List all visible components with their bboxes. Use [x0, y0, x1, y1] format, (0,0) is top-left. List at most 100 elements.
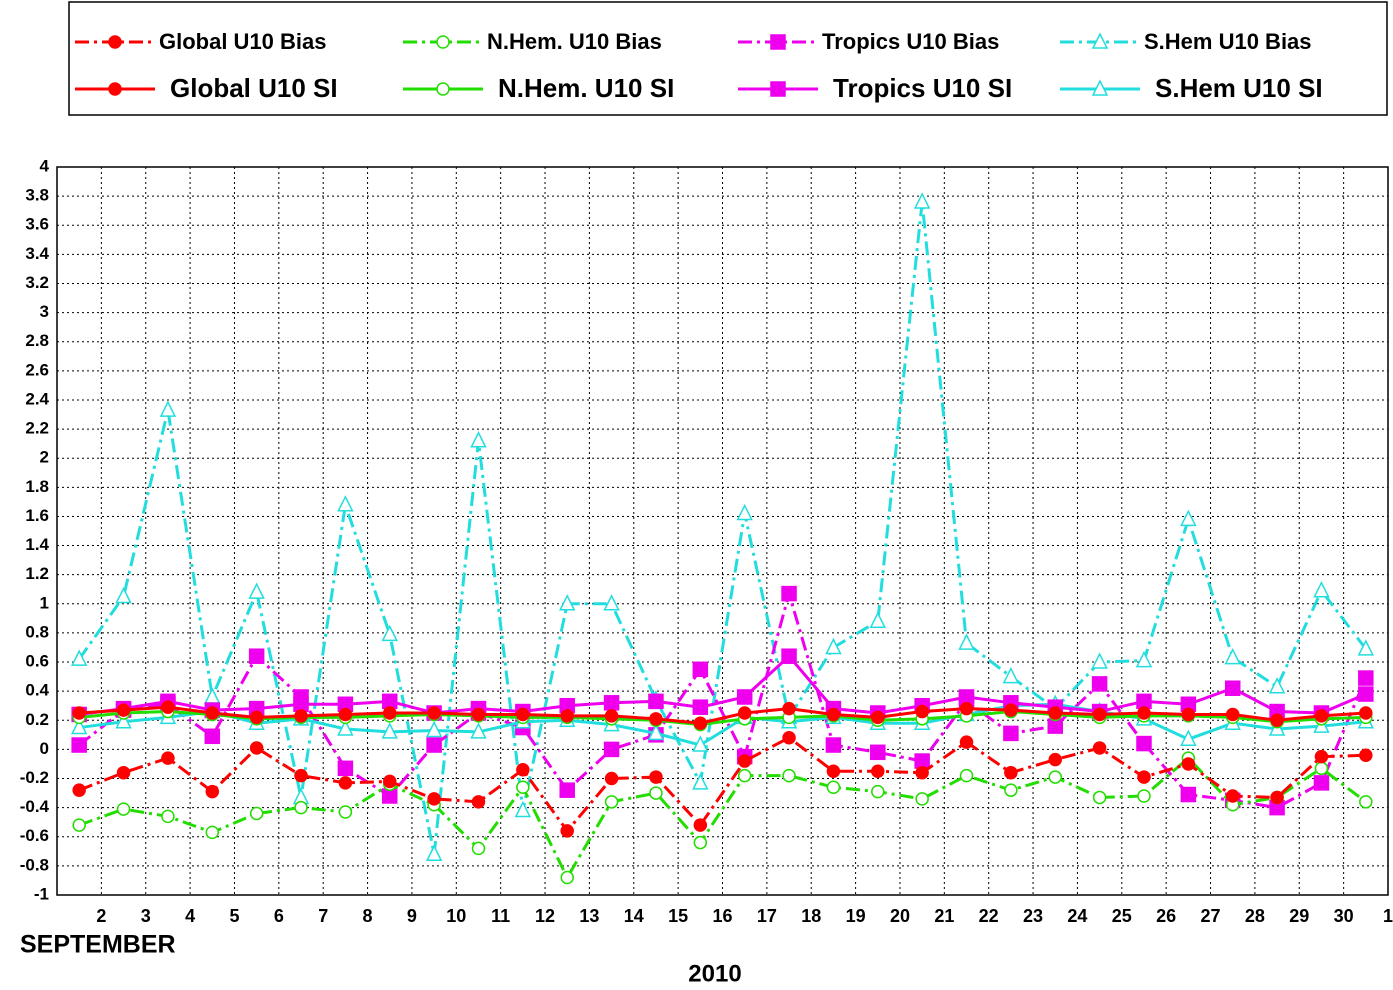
x-tick-label: 19 [846, 906, 866, 926]
marker [1003, 725, 1019, 742]
marker [1225, 789, 1240, 803]
marker [338, 707, 353, 722]
marker [116, 802, 131, 816]
marker [426, 737, 442, 753]
legend-marker [770, 34, 786, 50]
marker [249, 710, 264, 725]
x-tick-label: 13 [579, 906, 599, 926]
marker [337, 495, 354, 512]
marker [825, 637, 842, 655]
marker [959, 768, 974, 783]
marker [1137, 706, 1151, 720]
marker [161, 700, 175, 714]
legend-marker [1091, 32, 1109, 49]
marker [869, 611, 886, 629]
marker [1048, 706, 1062, 720]
marker [70, 649, 88, 666]
legend-label: N.Hem. U10 SI [498, 73, 674, 103]
y-tick-label: 2 [40, 448, 49, 467]
legend-label: S.Hem U10 Bias [1144, 29, 1312, 54]
marker [1092, 741, 1107, 755]
line [79, 705, 1366, 725]
marker [1136, 735, 1152, 752]
x-axis-sublabel: 2010 [688, 960, 741, 987]
y-tick-label: 2.6 [25, 360, 49, 379]
marker [1314, 749, 1329, 764]
marker [427, 706, 441, 720]
marker [1135, 650, 1153, 668]
marker [470, 431, 487, 448]
y-tick-label: 0.6 [25, 652, 49, 671]
marker [338, 805, 353, 819]
marker [693, 818, 708, 832]
x-tick-label: 18 [801, 906, 821, 926]
y-tick-label: 1 [40, 593, 49, 612]
y-tick-label: 2.8 [25, 331, 49, 350]
y-tick-label: 0.4 [25, 681, 49, 700]
marker [1313, 775, 1330, 791]
marker [825, 737, 842, 753]
legend-label: N.Hem. U10 Bias [487, 29, 662, 54]
marker [249, 806, 264, 821]
series-line [72, 700, 1373, 730]
marker [1180, 509, 1197, 527]
marker [1359, 795, 1373, 809]
x-tick-label: 27 [1201, 906, 1221, 926]
marker [471, 841, 486, 856]
marker [958, 633, 975, 650]
y-tick-label: 0 [40, 739, 49, 758]
x-tick-label: 7 [318, 906, 328, 926]
y-tick-label: 3.8 [25, 186, 49, 205]
marker [913, 192, 931, 209]
marker [1048, 770, 1062, 784]
line [78, 756, 1367, 881]
x-tick-label: 16 [712, 906, 732, 926]
marker [871, 764, 885, 778]
marker [161, 751, 175, 765]
x-tick-label: 24 [1067, 906, 1087, 926]
marker [1091, 676, 1108, 692]
marker [1224, 647, 1241, 665]
marker [647, 723, 665, 741]
marker [1002, 666, 1020, 684]
marker [1181, 707, 1196, 722]
line [78, 735, 1366, 834]
x-tick-label: 3 [141, 906, 151, 926]
marker [692, 735, 709, 752]
marker [204, 728, 221, 745]
marker [72, 818, 86, 832]
legend-marker [436, 82, 450, 96]
marker [1270, 713, 1284, 728]
marker [205, 706, 220, 720]
marker [826, 780, 841, 795]
x-tick-label: 12 [535, 906, 555, 926]
marker [782, 768, 796, 783]
marker [1137, 770, 1151, 784]
marker [692, 773, 709, 790]
marker [1270, 790, 1284, 805]
marker [1137, 789, 1151, 803]
marker [248, 582, 265, 599]
marker [603, 741, 620, 758]
marker [1048, 752, 1062, 767]
legend-label: Global U10 Bias [159, 29, 327, 54]
marker [915, 792, 929, 806]
x-axis-label: SEPTEMBER [20, 931, 176, 959]
y-tick-label: 0.2 [25, 710, 49, 729]
plot-frame [56, 166, 1389, 896]
marker [826, 707, 841, 722]
marker [560, 824, 574, 838]
marker [782, 731, 796, 745]
marker [1358, 670, 1374, 686]
line [78, 654, 1367, 716]
legend-marker [108, 35, 122, 49]
marker [692, 699, 709, 715]
y-tick-label: 3.4 [25, 244, 49, 263]
x-tick-label: 10 [446, 906, 466, 926]
marker [604, 795, 619, 809]
marker [1357, 639, 1375, 656]
y-tick-label: 3 [40, 302, 49, 321]
marker [1268, 677, 1286, 694]
legend-box [68, 1, 1388, 116]
